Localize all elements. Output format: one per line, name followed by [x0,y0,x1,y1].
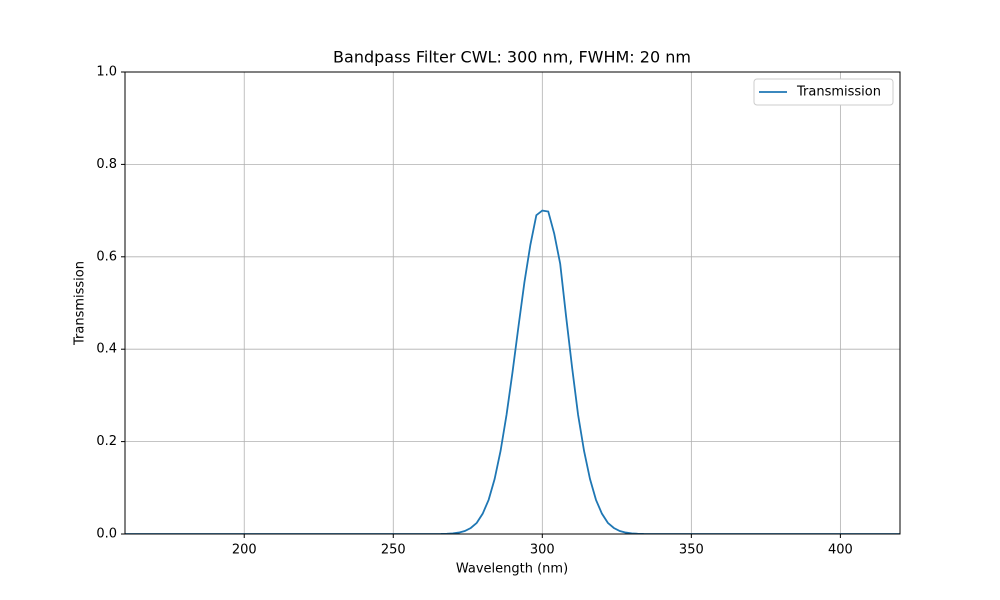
y-axis-label: Transmission [73,261,88,346]
x-axis-label: Wavelength (nm) [456,562,568,577]
x-tick-label: 200 [232,543,257,558]
y-tick-label: 1.0 [96,65,117,80]
data-line [125,209,900,534]
legend-box [753,78,894,106]
chart-title: Bandpass Filter CWL: 300 nm, FWHM: 20 nm [333,48,691,67]
y-tick-label: 0.8 [96,157,117,172]
x-tick-label: 350 [679,543,704,558]
y-tick-label: 0.0 [96,527,117,542]
x-tick-label: 250 [381,543,406,558]
legend-label: Transmission [796,85,881,100]
y-tick-label: 0.4 [96,342,117,357]
x-tick-label: 400 [828,543,853,558]
plot-frame [124,71,901,535]
x-tick-label: 300 [530,543,555,558]
y-tick-label: 0.2 [96,434,117,449]
y-tick-label: 0.6 [96,249,117,264]
